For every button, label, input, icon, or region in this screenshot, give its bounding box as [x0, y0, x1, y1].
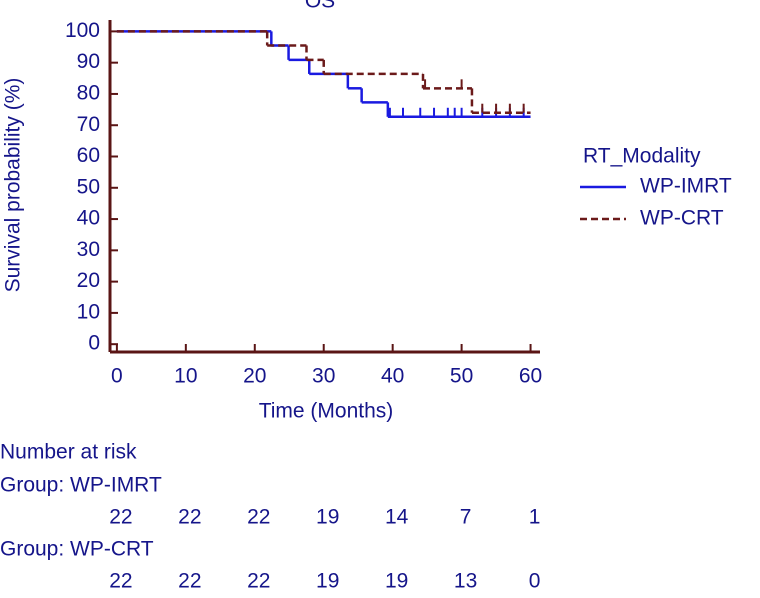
x-tick-label: 40: [381, 365, 404, 388]
risk-value: 22: [109, 570, 132, 593]
risk-value: 22: [247, 506, 270, 529]
y-axis-label: Survival probability (%): [2, 78, 25, 293]
y-tick-label: 0: [88, 332, 100, 355]
risk-value: 1: [529, 506, 541, 529]
risk-value: 22: [178, 506, 201, 529]
risk-group-label: Group: WP-CRT: [0, 538, 154, 561]
x-tick-label: 0: [111, 365, 123, 388]
chart-title: OS: [305, 0, 335, 13]
legend-label: WP-IMRT: [640, 175, 732, 198]
x-tick-label: 10: [174, 365, 197, 388]
risk-value: 19: [316, 506, 339, 529]
y-tick-label: 60: [77, 144, 100, 167]
legend-title: RT_Modality: [583, 145, 701, 168]
risk-value: 22: [178, 570, 201, 593]
y-tick-label: 90: [77, 50, 100, 73]
y-tick-label: 10: [77, 300, 100, 323]
x-tick-label: 50: [450, 365, 473, 388]
x-tick-label: 30: [312, 365, 335, 388]
risk-value: 19: [316, 570, 339, 593]
x-tick-label: 20: [243, 365, 266, 388]
x-tick-label: 60: [519, 365, 542, 388]
risk-value: 13: [454, 570, 477, 593]
risk-value: 0: [529, 570, 541, 593]
risk-value: 7: [460, 506, 472, 529]
y-tick-label: 20: [77, 269, 100, 292]
risk-value: 22: [247, 570, 270, 593]
risk-value: 19: [385, 570, 408, 593]
y-tick-label: 80: [77, 81, 100, 104]
x-axis-label: Time (Months): [259, 400, 394, 423]
risk-value: 22: [109, 506, 132, 529]
y-tick-label: 100: [65, 19, 100, 42]
risk-value: 14: [385, 506, 409, 529]
risk-title: Number at risk: [0, 441, 137, 464]
legend-label: WP-CRT: [640, 207, 724, 230]
y-tick-label: 40: [77, 207, 100, 230]
y-tick-label: 70: [77, 113, 100, 136]
y-tick-label: 30: [77, 238, 100, 261]
risk-group-label: Group: WP-IMRT: [0, 474, 162, 497]
y-tick-label: 50: [77, 175, 100, 198]
